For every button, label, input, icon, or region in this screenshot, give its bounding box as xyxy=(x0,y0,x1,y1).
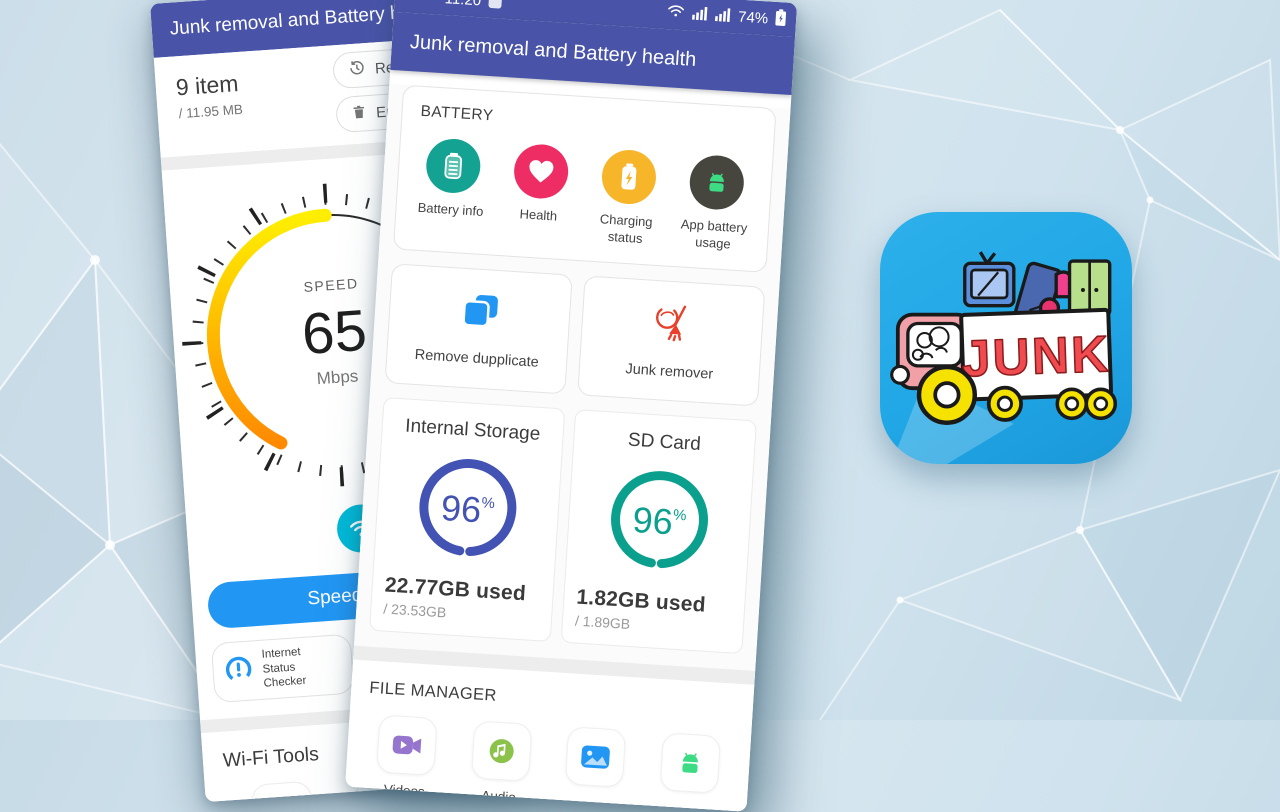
heart-icon xyxy=(512,142,570,201)
antenna-tool[interactable] xyxy=(250,780,321,803)
antenna-icon xyxy=(266,794,300,803)
app-title: Junk removal and Battery health xyxy=(409,30,697,71)
status-time: 11:20 xyxy=(444,0,481,9)
sd-card-title: SD Card xyxy=(627,429,702,455)
status-wifi-icon xyxy=(666,3,686,23)
remove-duplicate-label: Remove dupplicate xyxy=(414,346,540,371)
sd-card-ring: 96% xyxy=(600,460,719,584)
status-bar: 11:20 74% xyxy=(393,0,798,38)
charging-status-item[interactable]: Charging status xyxy=(581,147,675,249)
right-phone-screenshot: 11:20 74% xyxy=(345,0,798,812)
app-battery-usage-item[interactable]: App battery usage xyxy=(668,153,762,255)
recover-button[interactable]: Recover xyxy=(331,41,499,90)
history-icon xyxy=(347,58,366,81)
junk-remover-card[interactable]: Junk remover xyxy=(577,275,766,407)
status-battery-percent: 74% xyxy=(737,8,769,27)
battery-section-heading: BATTERY xyxy=(420,102,494,125)
junk-remover-label: Junk remover xyxy=(624,360,714,383)
android-icon xyxy=(688,153,746,212)
notification-icon xyxy=(488,0,503,9)
apps-item[interactable] xyxy=(658,732,721,812)
trash-icon xyxy=(350,103,367,125)
remove-duplicate-card[interactable]: Remove dupplicate xyxy=(384,263,573,395)
battery-health-label: Health xyxy=(519,206,558,224)
charging-status-label: Charging status xyxy=(599,211,654,246)
junk-app-icon: JUNK xyxy=(880,212,1132,464)
charging-battery-icon xyxy=(600,148,658,206)
videos-item[interactable]: Videos xyxy=(375,714,438,799)
broom-icon xyxy=(649,300,696,350)
battery-section-card: BATTERY Battery info xyxy=(392,84,777,273)
internal-storage-card[interactable]: Internal Storage 96% 22.77GB used / 23.5… xyxy=(368,396,566,642)
audio-item[interactable]: Audio xyxy=(469,720,533,805)
internal-storage-ring: 96% xyxy=(408,448,527,572)
app-content: BATTERY Battery info xyxy=(345,83,791,812)
svg-text:JUNK: JUNK xyxy=(961,325,1111,387)
junk-item-count: 9 item xyxy=(174,70,240,101)
duplicate-files-icon xyxy=(457,289,502,337)
internal-storage-percent: 96 xyxy=(439,487,483,531)
audio-icon xyxy=(470,720,533,782)
sd-card-percent: 96 xyxy=(631,499,675,543)
status-battery-icon xyxy=(775,8,787,30)
battery-info-label: Battery info xyxy=(417,199,484,219)
empty-button[interactable]: Empty xyxy=(334,85,502,134)
status-signal-icon-1 xyxy=(691,4,709,24)
audio-label: Audio xyxy=(480,787,517,805)
battery-info-icon xyxy=(424,137,482,195)
status-gauge-icon xyxy=(223,653,255,690)
junk-summary-row: 9 item / 11.95 MB Recover Empty xyxy=(153,35,502,158)
internal-storage-title: Internal Storage xyxy=(404,415,541,445)
status-signal-icon-2 xyxy=(714,6,732,26)
sd-card-card[interactable]: SD Card 96% 1.82GB used / 1.89GB xyxy=(560,408,757,654)
battery-info-item[interactable]: Battery info xyxy=(405,136,499,238)
internet-status-checker-tile[interactable]: Internet Status Checker xyxy=(210,633,355,704)
videos-label: Videos xyxy=(383,781,426,800)
images-icon xyxy=(564,726,627,788)
junk-item-size: / 11.95 MB xyxy=(178,101,244,122)
internet-status-checker-label: Internet Status Checker xyxy=(261,645,307,691)
apps-android-icon xyxy=(659,732,721,794)
images-item[interactable] xyxy=(563,726,627,811)
battery-health-item[interactable]: Health xyxy=(493,142,587,244)
app-battery-usage-label: App battery usage xyxy=(680,216,748,252)
videos-icon xyxy=(376,714,438,776)
